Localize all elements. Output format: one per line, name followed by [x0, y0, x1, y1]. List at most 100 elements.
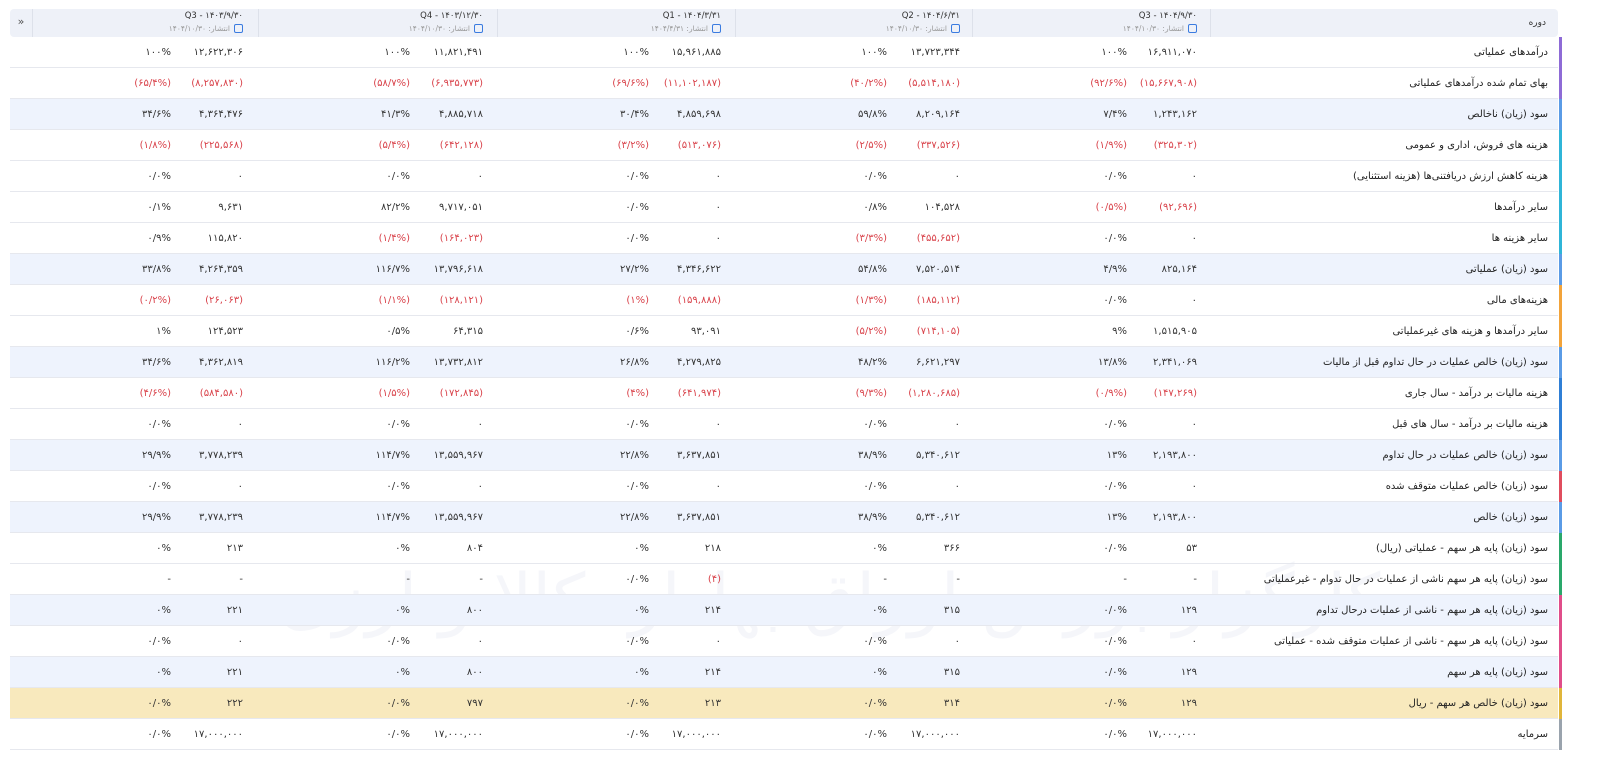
cell-percent: ۰/۰%: [625, 636, 649, 647]
table-row: سود (زیان) پایه هر سهم ۱۲۹ ۰/۰% ۳۱۵ ۰% ۲۱۴ ۰% ۸…: [10, 657, 1562, 688]
cell-value: ۲,۳۴۱,۰۶۹: [1153, 357, 1197, 368]
cell-percent: (۹۲/۶%): [1090, 78, 1127, 89]
cell-percent: ۹%: [1112, 326, 1127, 337]
cell-value: ۰: [1191, 295, 1197, 306]
row-label: هزینه‌های مالی: [1486, 295, 1548, 306]
cell-percent: ۰/۰%: [386, 636, 410, 647]
row-accent: [1559, 68, 1562, 99]
cell-percent: ۰/۰%: [1103, 419, 1127, 430]
cell-value: ۰: [1191, 636, 1197, 647]
cell-percent: ۰/۰%: [147, 419, 171, 430]
row-label: هزینه کاهش ارزش دریافتنی‌ها (هزینه استثن…: [1352, 171, 1548, 182]
cell-percent: ۰%: [872, 605, 887, 616]
report-icon[interactable]: [712, 24, 721, 33]
cell-percent: ۰/۰%: [1103, 233, 1127, 244]
cell-value: ۸۰۰: [466, 667, 483, 678]
cell-percent: ۰/۰%: [863, 698, 887, 709]
row-accent: [1559, 285, 1562, 316]
row-accent: [1559, 533, 1562, 564]
cell-percent: ۴/۹%: [1103, 264, 1127, 275]
cell-value: ۱۰۴,۵۲۸: [924, 202, 960, 213]
cell-percent: ۱۳%: [1106, 450, 1127, 461]
cell-percent: ۰/۰%: [625, 481, 649, 492]
cell-value: ۷۹۷: [466, 698, 483, 709]
table-row: هزینه های فروش، اداری و عمومی (۳۲۵,۳۰۲) (۱…: [10, 130, 1562, 161]
table-row: بهای تمام شده درآمدهای عملیاتی (۱۵,۶۶۷,۹۰…: [10, 68, 1562, 99]
cell-percent: ۰/۰%: [625, 233, 649, 244]
cell-value: ۰: [715, 636, 721, 647]
cell-percent: ۰%: [634, 667, 649, 678]
cell-percent: (۴%): [626, 388, 649, 399]
table-row: سود (زیان) خالص عملیات در حال تداوم ۲,۱۹۳…: [10, 440, 1562, 471]
cell-value: ۹۳,۰۹۱: [690, 326, 721, 337]
cell-percent: (۹/۳%): [855, 388, 887, 399]
cell-value: ۳,۷۷۸,۲۳۹: [199, 512, 243, 523]
cell-percent: ۰/۰%: [1103, 698, 1127, 709]
cell-value: ۰: [715, 481, 721, 492]
cell-percent: (۳/۲%): [617, 140, 649, 151]
row-accent: [1559, 347, 1562, 378]
cell-value: (۱۱,۱۰۲,۱۸۷): [663, 78, 721, 89]
period-title: Q2 - ۱۴۰۴/۶/۳۱: [901, 11, 960, 21]
cell-percent: ۰/۰%: [147, 698, 171, 709]
cell-value: (۵,۵۱۴,۱۸۰): [908, 78, 960, 89]
cell-percent: (۲/۵%): [855, 140, 887, 151]
cell-percent: ۱۱۴/۷%: [375, 512, 410, 523]
row-accent: [1559, 37, 1562, 68]
row-label: هزینه مالیات بر درآمد - سال جاری: [1404, 388, 1548, 399]
cell-percent: ۰%: [395, 543, 410, 554]
cell-percent: ۳۸/۹%: [858, 512, 887, 523]
row-label: سود (زیان) خالص عملیات در حال تداوم: [1382, 450, 1548, 461]
row-accent: [1559, 409, 1562, 440]
cell-percent: ۳۴/۶%: [142, 109, 171, 120]
cell-value: ۲۱۴: [704, 667, 721, 678]
cell-percent: ۰/۰%: [625, 202, 649, 213]
period-title: Q1 - ۱۴۰۴/۳/۳۱: [662, 11, 721, 21]
cell-value: (۳۲۵,۳۰۲): [1153, 140, 1197, 151]
cell-percent: (۱/۱%): [378, 295, 410, 306]
cell-percent: ۰/۰%: [625, 171, 649, 182]
row-accent: [1559, 223, 1562, 254]
table-row: سود (زیان) عملیاتی ۸۲۵,۱۶۴ ۴/۹% ۷,۵۲۰,۵۱۴ ۵۴…: [10, 254, 1562, 285]
cell-value: ۱۲۹: [1180, 605, 1197, 616]
table-row: هزینه مالیات بر درآمد - سال های قبل ۰ ۰/۰%…: [10, 409, 1562, 440]
cell-value: ۴,۳۴۶,۶۲۲: [677, 264, 721, 275]
report-icon[interactable]: [1188, 24, 1197, 33]
cell-percent: ۰%: [156, 605, 171, 616]
cell-percent: ۰/۶%: [625, 326, 649, 337]
cell-value: ۰: [715, 233, 721, 244]
report-icon[interactable]: [474, 24, 483, 33]
cell-value: ۷,۵۲۰,۵۱۴: [916, 264, 960, 275]
row-label: سود (زیان) خالص عملیات در حال تداوم قبل …: [1323, 357, 1548, 368]
table-row: هزینه مالیات بر درآمد - سال جاری (۱۴۷,۲۶۹…: [10, 378, 1562, 409]
cell-percent: -: [1123, 574, 1127, 585]
cell-percent: ۴۱/۳%: [381, 109, 410, 120]
row-label: سود (زیان) عملیاتی: [1465, 264, 1548, 275]
report-icon[interactable]: [234, 24, 243, 33]
cell-value: ۲,۱۹۳,۸۰۰: [1153, 512, 1197, 523]
row-label: سایر هزینه ها: [1491, 233, 1548, 244]
cell-value: ۲۲۱: [226, 667, 243, 678]
cell-percent: ۰/۰%: [1103, 543, 1127, 554]
cell-percent: ۱۰۰%: [145, 47, 171, 58]
period-title: Q4 - ۱۴۰۳/۱۲/۳۰: [420, 11, 483, 21]
cell-percent: ۰/۰%: [863, 419, 887, 430]
expand-button[interactable]: »: [10, 9, 33, 37]
cell-value: ۰: [1191, 481, 1197, 492]
cell-value: ۰: [954, 481, 960, 492]
cell-percent: ۳۸/۹%: [858, 450, 887, 461]
row-label: سود (زیان) پایه هر سهم - ناشی از عملیات …: [1316, 605, 1548, 616]
cell-percent: ۱۱۶/۲%: [375, 357, 410, 368]
report-icon[interactable]: [951, 24, 960, 33]
cell-percent: ۰/۰%: [863, 171, 887, 182]
cell-value: -: [239, 574, 243, 585]
cell-value: ۴,۳۶۲,۸۱۹: [199, 357, 243, 368]
cell-percent: -: [883, 574, 887, 585]
cell-value: ۱۳,۷۹۶,۶۱۸: [433, 264, 483, 275]
cell-value: ۱۲۹: [1180, 698, 1197, 709]
row-label: سود (زیان) ناخالص: [1467, 109, 1548, 120]
column-divider: [497, 9, 498, 37]
cell-value: ۱۳,۷۳۲,۸۱۲: [433, 357, 483, 368]
cell-value: ۱,۵۱۵,۹۰۵: [1153, 326, 1197, 337]
cell-percent: ۲۶/۸%: [620, 357, 649, 368]
